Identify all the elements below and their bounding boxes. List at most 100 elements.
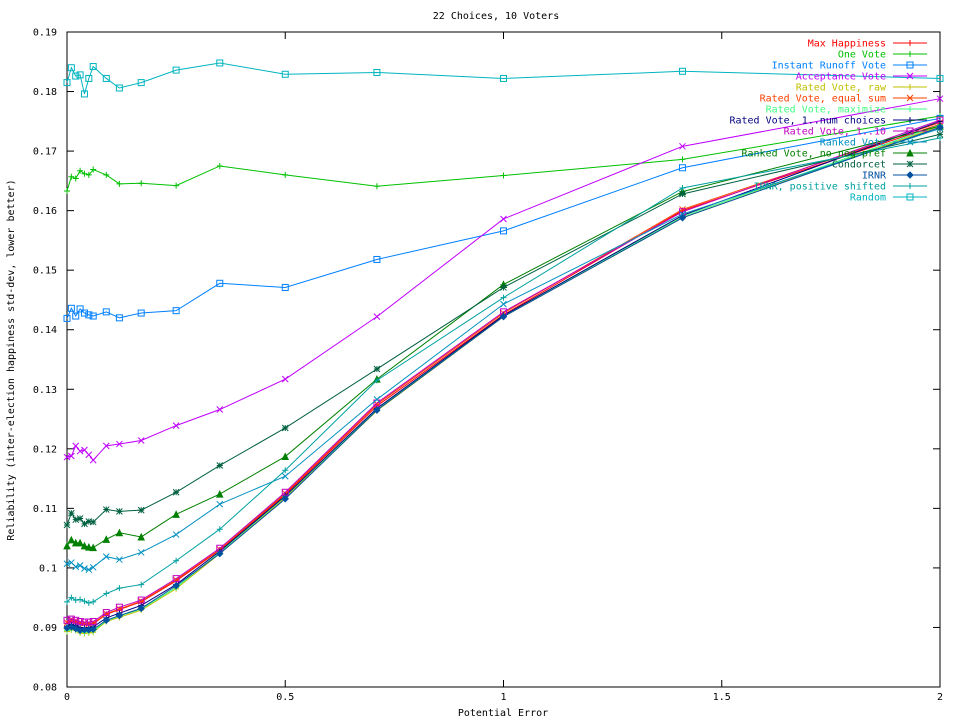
data-point xyxy=(373,406,381,414)
data-point xyxy=(216,162,223,169)
data-point xyxy=(85,171,92,178)
data-point xyxy=(89,456,97,464)
data-point xyxy=(216,549,224,558)
data-point xyxy=(115,314,123,322)
data-point xyxy=(281,452,290,461)
y-tick-label: 0.14 xyxy=(33,325,57,336)
data-point xyxy=(76,618,84,625)
data-point xyxy=(216,462,224,469)
data-point xyxy=(906,193,914,201)
data-point xyxy=(137,437,145,444)
data-point xyxy=(281,375,289,383)
data-point xyxy=(76,538,84,547)
series-line xyxy=(66,124,941,633)
data-point xyxy=(89,563,97,571)
data-point xyxy=(64,598,70,605)
data-point xyxy=(216,500,224,508)
data-point xyxy=(906,127,914,135)
data-point xyxy=(500,284,507,291)
data-point xyxy=(72,72,80,80)
y-tick-label: 0.1 xyxy=(39,563,57,574)
legend-label: One Vote xyxy=(838,50,886,61)
legend-label: Acceptance Vote xyxy=(796,72,886,83)
data-point xyxy=(906,171,914,179)
data-point xyxy=(282,171,289,178)
data-point xyxy=(173,557,180,564)
series-line xyxy=(66,137,941,604)
legend-label: Rated Vote, raw xyxy=(796,83,887,94)
data-point xyxy=(172,66,180,74)
data-point xyxy=(500,215,507,223)
data-point xyxy=(678,214,687,222)
legend-label: Rated Vote, equal sum xyxy=(760,94,886,105)
data-point xyxy=(499,312,508,321)
data-point xyxy=(137,549,145,556)
data-point xyxy=(216,406,224,413)
data-point xyxy=(907,183,913,189)
data-point xyxy=(102,74,110,82)
data-point xyxy=(63,560,71,568)
x-tick-label: 0.5 xyxy=(276,692,294,703)
x-tick-label: 1 xyxy=(500,692,506,703)
y-tick-label: 0.17 xyxy=(33,147,57,158)
series-rated-vote-1-num-choices xyxy=(64,118,943,632)
data-point xyxy=(215,489,224,498)
data-point xyxy=(116,556,123,563)
data-point xyxy=(76,71,84,79)
data-point xyxy=(137,532,146,541)
series-layer xyxy=(63,59,944,637)
data-point xyxy=(936,74,944,82)
data-point xyxy=(81,598,88,605)
data-point xyxy=(138,180,145,187)
data-point xyxy=(500,74,507,82)
series-line xyxy=(66,119,941,623)
data-point xyxy=(90,598,97,605)
data-point xyxy=(906,138,914,146)
legend-label: IRNR, positive shifted xyxy=(754,182,886,193)
data-point xyxy=(373,313,381,320)
data-point xyxy=(80,309,88,317)
data-point xyxy=(115,84,123,92)
data-point xyxy=(76,305,84,313)
data-point xyxy=(80,541,89,550)
data-point xyxy=(85,311,93,319)
data-point xyxy=(72,563,80,571)
legend-label: Rated Vote, 1..num choices xyxy=(729,116,886,127)
data-point xyxy=(500,227,507,235)
data-point xyxy=(68,452,75,460)
chart-title: 22 Choices, 10 Voters xyxy=(433,11,559,22)
series-random xyxy=(63,59,944,98)
data-point xyxy=(85,542,93,551)
data-point xyxy=(89,618,97,625)
data-point xyxy=(76,515,84,522)
data-point xyxy=(172,422,180,429)
data-point xyxy=(907,51,913,57)
data-point xyxy=(67,304,75,312)
data-point xyxy=(115,603,123,611)
data-point xyxy=(63,79,71,87)
data-point xyxy=(68,173,75,180)
data-point xyxy=(137,604,145,613)
data-point xyxy=(68,594,75,601)
data-point xyxy=(281,424,289,432)
data-point xyxy=(90,166,97,173)
data-point xyxy=(907,84,913,90)
y-tick-label: 0.19 xyxy=(33,28,57,39)
y-axis-label: Reliability (inter-election happiness st… xyxy=(6,179,17,540)
data-point xyxy=(102,616,110,625)
data-point xyxy=(89,518,97,526)
data-point xyxy=(216,279,224,287)
series-condorcet xyxy=(63,131,944,529)
data-point xyxy=(63,616,71,624)
legend-label: Rated Vote, maximize xyxy=(766,105,886,116)
data-point xyxy=(81,170,88,177)
data-point xyxy=(80,90,88,98)
data-point xyxy=(281,283,289,291)
data-point xyxy=(679,142,686,150)
data-point xyxy=(102,442,110,450)
data-point xyxy=(85,518,93,525)
data-point xyxy=(68,509,75,517)
data-point xyxy=(77,167,84,174)
data-point xyxy=(85,74,93,82)
